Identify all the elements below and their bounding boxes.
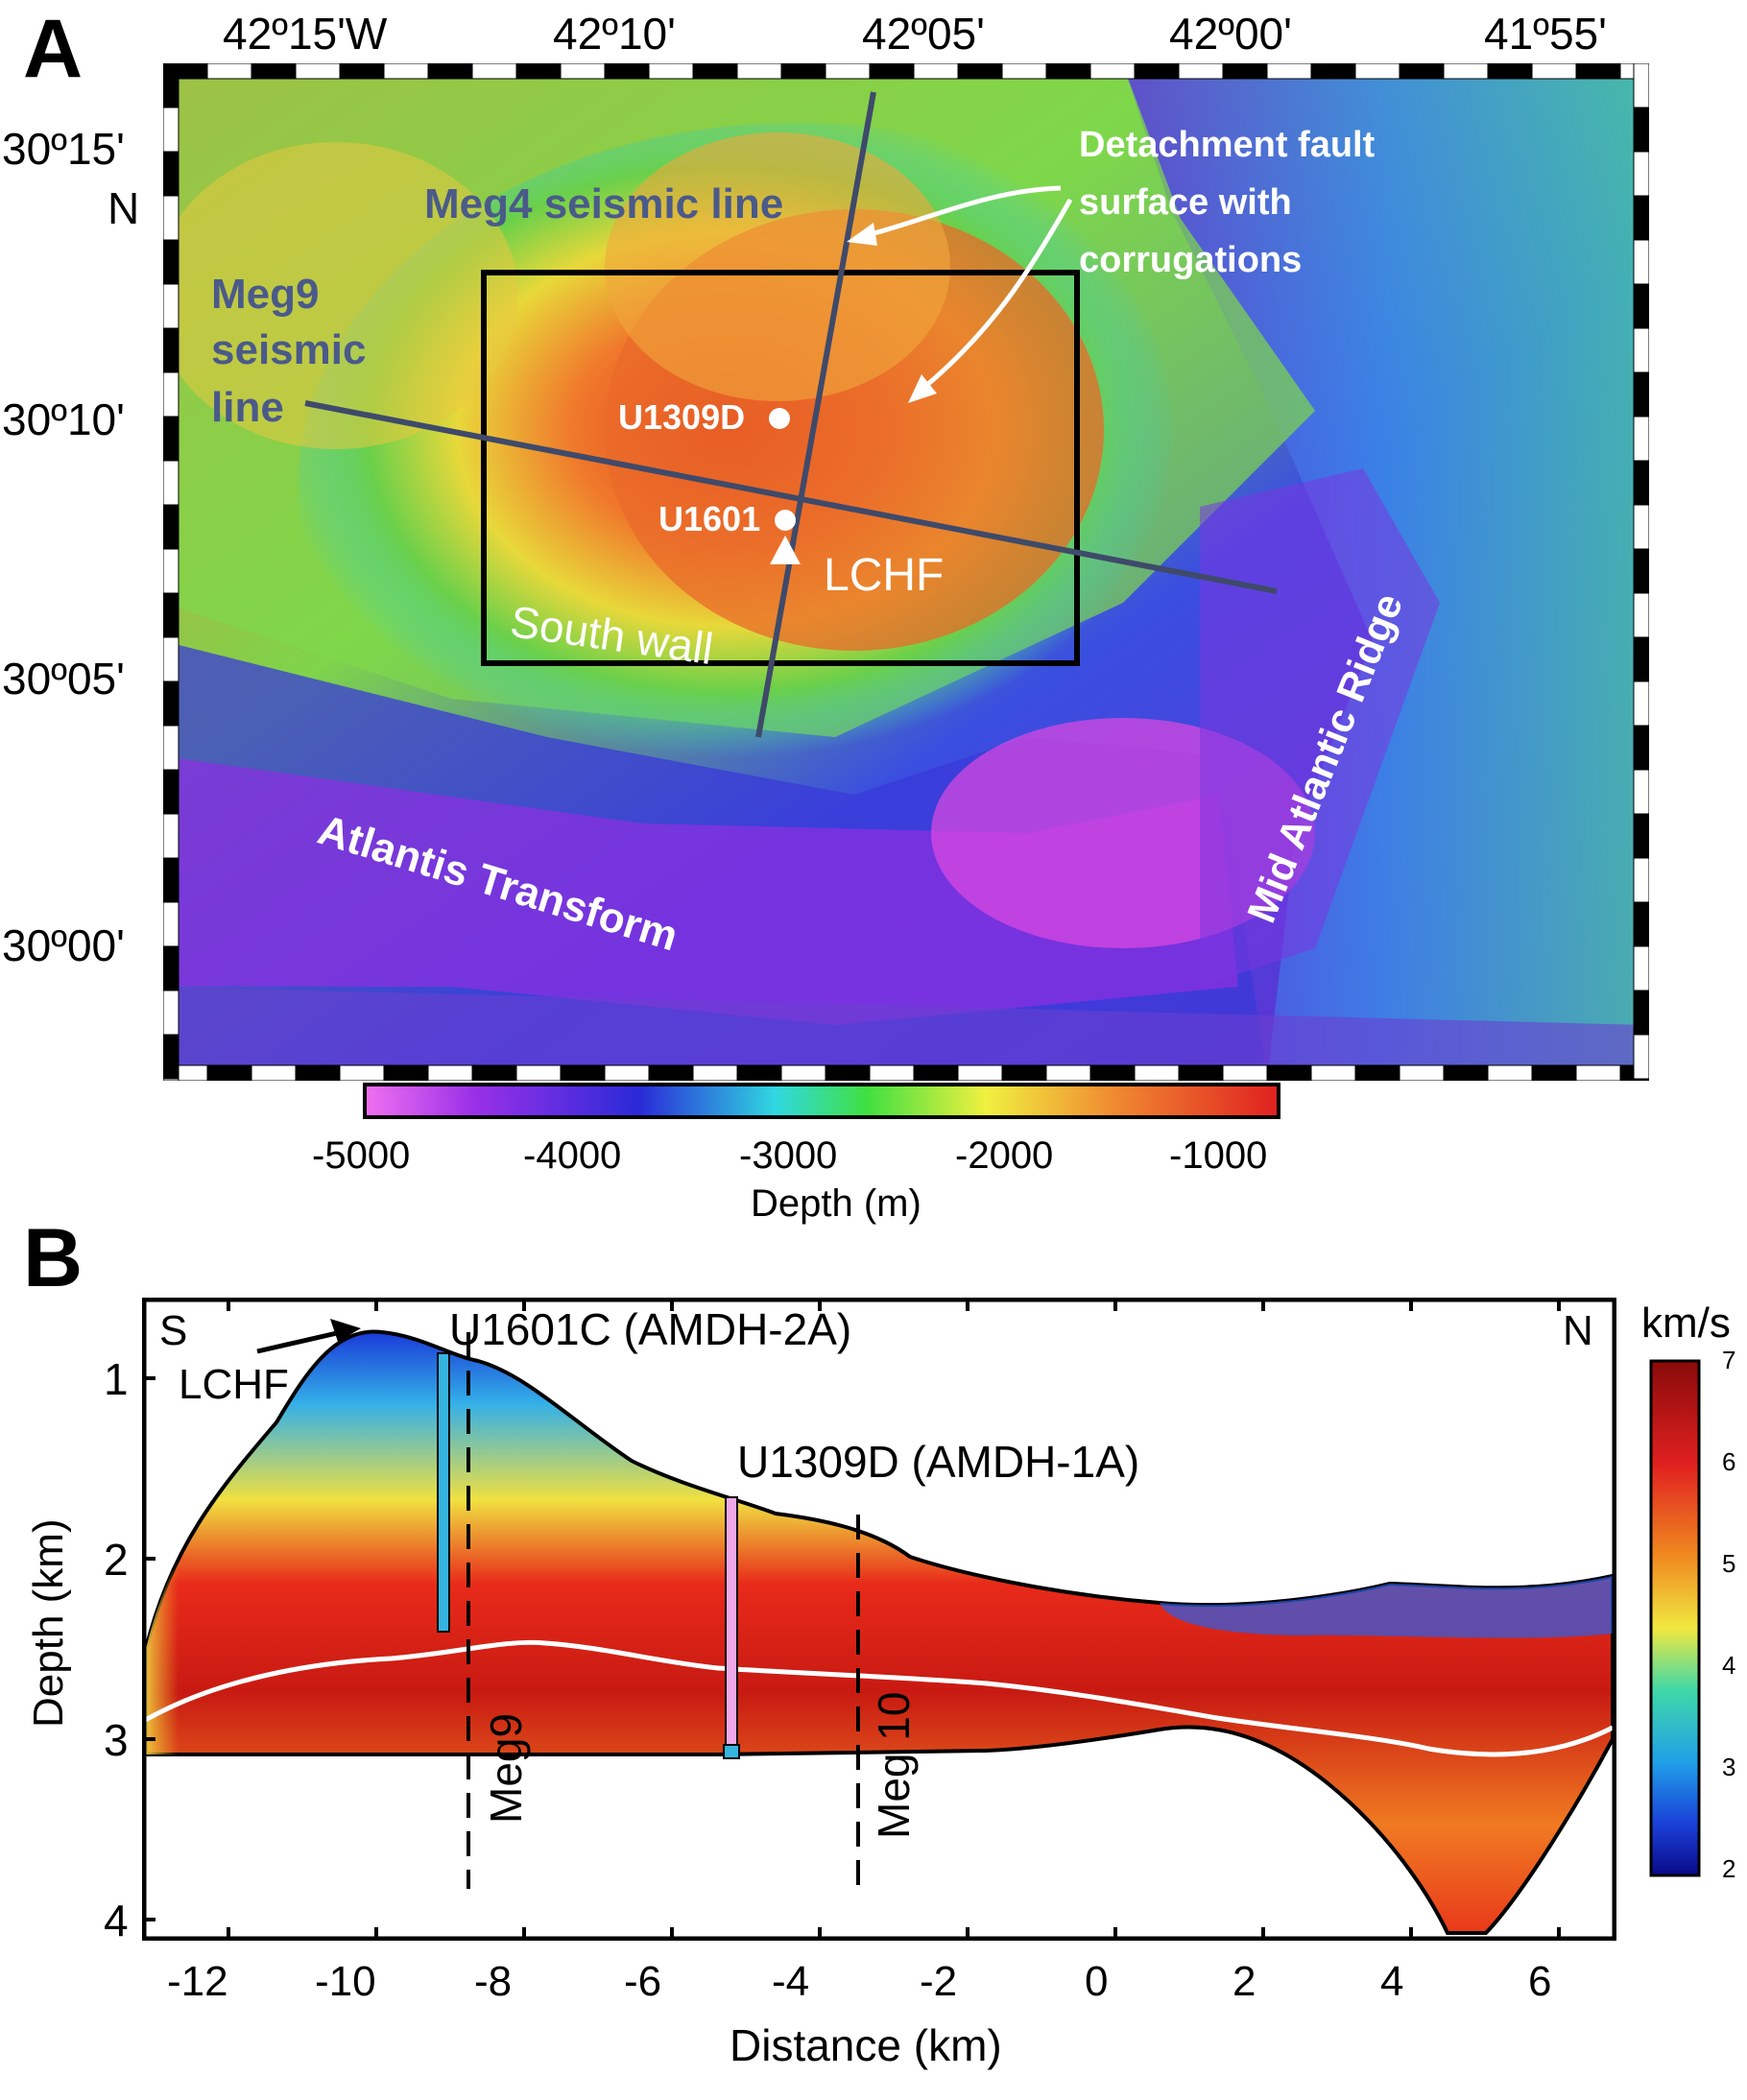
x-tick-3: -8 xyxy=(474,1958,513,2005)
lon-label-3: 42º05' xyxy=(862,9,985,59)
lchf-arrow-icon xyxy=(330,1319,361,1342)
meg4-label: Meg4 seismic line xyxy=(424,180,784,227)
lat-label-2: 30º10' xyxy=(2,394,125,444)
x-tick-9: 4 xyxy=(1380,1958,1404,2005)
white-interface-line xyxy=(142,1639,1615,1757)
meg10-b-label: Meg 10 xyxy=(869,1691,919,1839)
meg9-label-2: seismic xyxy=(211,326,367,373)
x-tick-10: 6 xyxy=(1528,1958,1552,2005)
map-frame xyxy=(163,63,1649,1081)
u1601-label: U1601 xyxy=(658,499,761,538)
lon-label-5: 41º55' xyxy=(1484,9,1607,59)
meg9-label-1: Meg9 xyxy=(211,271,320,318)
south-label: S xyxy=(159,1307,188,1354)
panel-a-letter: A xyxy=(23,3,84,95)
x-tick-4: -6 xyxy=(624,1958,662,2005)
x-tick-5: -4 xyxy=(772,1958,810,2005)
vel-tick-3: 3 xyxy=(1722,1753,1736,1781)
meg4-line xyxy=(755,91,876,738)
vel-tick-7: 7 xyxy=(1722,1346,1736,1374)
x-tick-1: -12 xyxy=(167,1958,228,2005)
lchf-b-label: LCHF xyxy=(179,1361,289,1408)
meg9-label-3: line xyxy=(211,384,284,431)
u1309d-b-label: U1309D (AMDH-1A) xyxy=(737,1437,1140,1487)
lon-label-4: 42º00' xyxy=(1169,9,1292,59)
depth-tick-4: -2000 xyxy=(955,1134,1054,1177)
lat-label-1: 30º15' xyxy=(2,124,125,174)
x-tick-2: -10 xyxy=(315,1958,376,2005)
detachment-label-2: surface with xyxy=(1079,182,1292,223)
depth-tick-3: -3000 xyxy=(739,1134,838,1177)
vel-tick-6: 6 xyxy=(1722,1447,1736,1476)
u1309d-site-marker xyxy=(769,408,790,429)
lchf-marker-icon xyxy=(770,536,801,564)
vel-tick-2: 2 xyxy=(1722,1854,1736,1883)
u1601c-borehole xyxy=(437,1352,450,1633)
y-tick-4: 4 xyxy=(104,1896,129,1945)
bathymetry-map xyxy=(163,65,1646,1078)
x-tick-7: 0 xyxy=(1085,1958,1109,2005)
depth-tick-1: -5000 xyxy=(312,1134,411,1177)
detachment-label-1: Detachment fault xyxy=(1079,125,1376,165)
y-tick-2: 2 xyxy=(104,1535,129,1585)
lat-label-n: N xyxy=(108,183,140,233)
u1309d-label: U1309D xyxy=(618,397,746,437)
lat-label-4: 30º00' xyxy=(2,920,125,970)
meg9-line xyxy=(304,400,1278,594)
detach-arrow-2 xyxy=(920,198,1073,392)
lchf-label: LCHF xyxy=(824,550,945,601)
velocity-unit-label: km/s xyxy=(1641,1300,1731,1347)
depth-tick-2: -4000 xyxy=(523,1134,622,1177)
y-tick-3: 3 xyxy=(104,1715,129,1765)
detachment-label-3: corrugations xyxy=(1079,240,1303,280)
vel-tick-5: 5 xyxy=(1722,1549,1736,1578)
u1601c-label: U1601C (AMDH-2A) xyxy=(449,1304,852,1354)
vel-tick-4: 4 xyxy=(1722,1651,1736,1680)
lat-label-3: 30º05' xyxy=(2,654,125,704)
meg9-b-label: Meg9 xyxy=(481,1712,531,1824)
velocity-colorbar xyxy=(1649,1359,1701,1877)
lon-label-2: 42º10' xyxy=(553,9,676,59)
detach-arrow-1 xyxy=(863,185,1062,239)
velocity-section xyxy=(142,1298,1616,1941)
u1601-site-marker xyxy=(775,510,796,531)
u1309d-borehole xyxy=(725,1496,738,1757)
x-axis-label: Distance (km) xyxy=(730,2020,1002,2070)
depth-tick-5: -1000 xyxy=(1169,1134,1268,1177)
x-tick-6: -2 xyxy=(920,1958,958,2005)
y-axis-label: Depth (km) xyxy=(25,1518,72,1728)
y-tick-1: 1 xyxy=(104,1354,129,1404)
depth-colorbar-label: Depth (m) xyxy=(751,1182,921,1225)
depth-colorbar xyxy=(363,1083,1280,1119)
x-tick-8: 2 xyxy=(1232,1958,1256,2005)
lon-label-1: 42º15'W xyxy=(223,9,388,59)
panel-b-letter: B xyxy=(23,1212,84,1304)
north-label: N xyxy=(1563,1307,1593,1354)
